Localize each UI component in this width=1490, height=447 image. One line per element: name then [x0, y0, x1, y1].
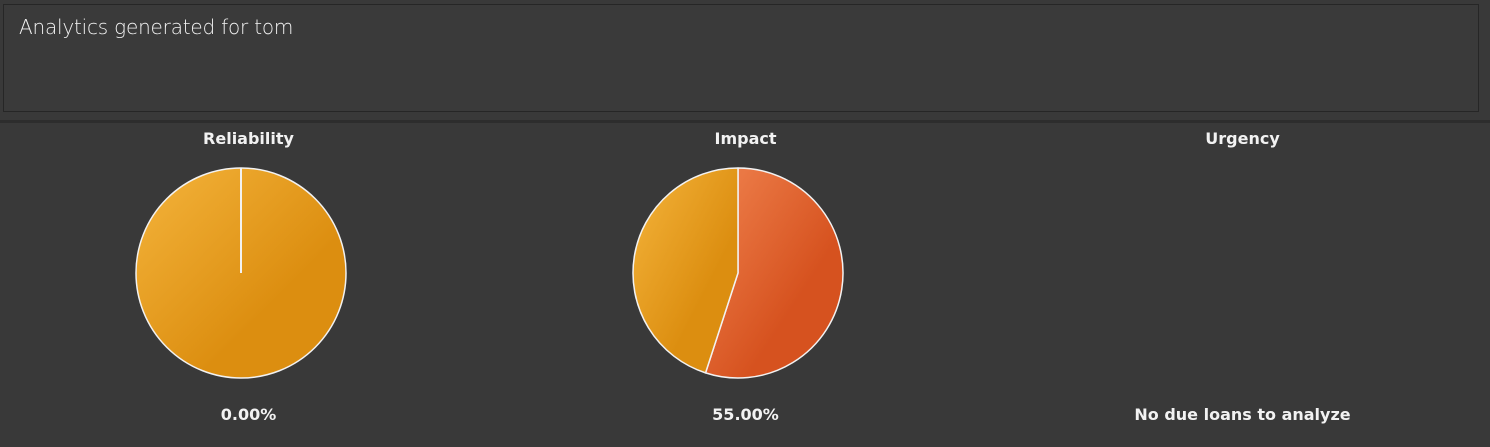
impact-chart-panel: Impact 55.00% — [497, 123, 994, 447]
impact-value-label: 55.00% — [712, 405, 779, 424]
analytics-header-text: Analytics generated for tom — [19, 15, 294, 39]
reliability-value-label: 0.00% — [220, 405, 277, 424]
reliability-chart-title: Reliability — [203, 129, 294, 148]
impact-pie-slice-0 — [704, 167, 844, 379]
urgency-chart-panel: Urgency No due loans to analyze — [994, 123, 1490, 447]
analytics-header-panel: Analytics generated for tom — [3, 4, 1479, 112]
impact-pie-slice-1 — [632, 167, 739, 374]
urgency-chart-title: Urgency — [1205, 129, 1280, 148]
reliability-pie-chart — [135, 167, 347, 379]
reliability-chart-panel: Reliability 0.00% — [0, 123, 497, 447]
section-divider — [0, 120, 1490, 123]
urgency-value-label: No due loans to analyze — [1134, 405, 1351, 424]
impact-pie-chart — [632, 167, 844, 379]
urgency-pie-chart — [994, 167, 1490, 387]
impact-chart-title: Impact — [714, 129, 777, 148]
